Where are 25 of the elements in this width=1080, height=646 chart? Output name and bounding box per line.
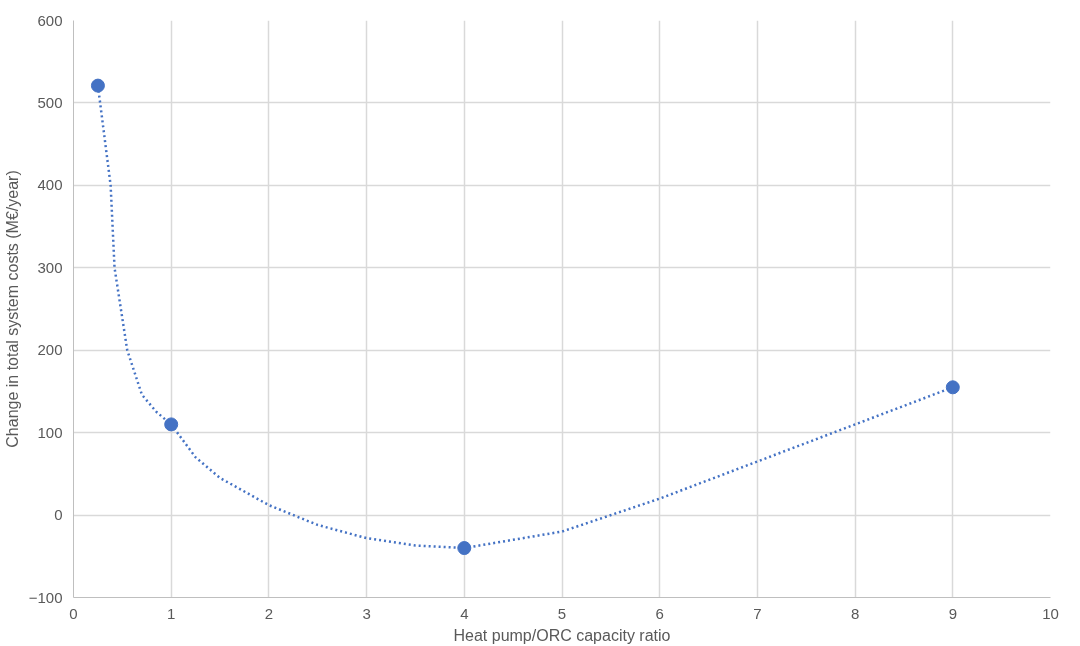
- point: [164, 417, 179, 432]
- x-axis-title: Heat pump/ORC capacity ratio: [453, 626, 671, 644]
- y-axis-title: Change in total system costs (M€/year): [3, 170, 21, 448]
- y-tick-label: 400: [37, 176, 63, 194]
- point: [457, 541, 472, 556]
- x-tick-label: 7: [753, 604, 762, 622]
- y-tick-label: 100: [37, 423, 63, 441]
- x-tick-label: 1: [167, 604, 176, 622]
- x-tick-label: 9: [948, 604, 957, 622]
- x-tick-label: 4: [460, 604, 469, 622]
- y-tick-label: 200: [37, 341, 63, 359]
- y-tick-label: 500: [37, 93, 63, 111]
- y-tick-label: 0: [54, 506, 63, 524]
- x-tick-label: 10: [1042, 604, 1059, 622]
- y-tick-label: 300: [37, 258, 63, 276]
- x-tick-label: 0: [69, 604, 78, 622]
- x-tick-label: 2: [264, 604, 274, 622]
- x-tick-label: 6: [655, 604, 664, 622]
- x-tick-label: 3: [362, 604, 371, 622]
- y-tick-label: −100: [28, 588, 63, 606]
- y-tick-label: 600: [37, 11, 63, 29]
- x-tick-label: 8: [850, 604, 860, 622]
- x-tick-label: 5: [557, 604, 567, 622]
- point: [90, 78, 105, 93]
- point: [945, 380, 960, 395]
